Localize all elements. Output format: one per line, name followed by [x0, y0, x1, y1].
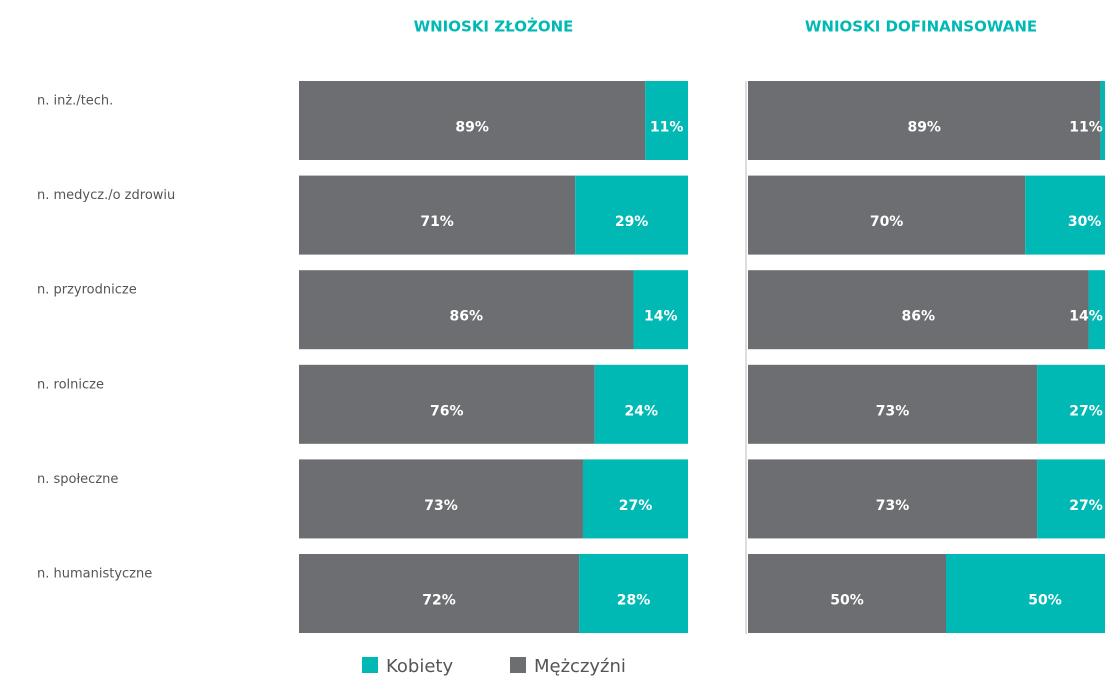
bar-segment	[594, 364, 688, 444]
bar-segment	[1025, 175, 1105, 255]
value-label: 73%	[876, 403, 910, 419]
legend-label: Mężczyźni	[534, 656, 626, 677]
value-label: 70%	[870, 214, 904, 230]
value-label: 11%	[650, 120, 684, 136]
bar-segment	[299, 270, 634, 350]
value-label: 89%	[907, 120, 941, 136]
bar-segment	[299, 459, 583, 539]
value-label: 14%	[1069, 309, 1103, 325]
value-label: 27%	[619, 498, 653, 514]
value-label: 50%	[1028, 593, 1062, 609]
value-label: 30%	[1068, 214, 1102, 230]
category-label: n. społeczne	[37, 472, 118, 487]
bar-segment	[299, 175, 576, 255]
bar-segment	[748, 175, 1026, 255]
bar-segment	[1100, 81, 1105, 160]
bar-segment	[748, 459, 1038, 539]
bar-segment	[579, 554, 688, 633]
value-label: 76%	[430, 403, 464, 419]
bar-segment	[748, 270, 1089, 350]
bar-segment	[645, 81, 688, 160]
value-label: 50%	[830, 593, 864, 609]
bar-segment	[946, 554, 1105, 633]
legend-swatch	[510, 657, 526, 673]
bar-segment	[299, 554, 580, 633]
category-label: n. rolnicze	[37, 377, 104, 392]
panel-title: WNIOSKI ZŁOŻONE	[414, 17, 574, 36]
bar-segment	[748, 364, 1038, 444]
value-label: 28%	[617, 593, 651, 609]
panel-title: WNIOSKI DOFINANSOWANE	[805, 18, 1037, 36]
value-label: 11%	[1069, 120, 1103, 136]
value-label: 73%	[424, 498, 458, 514]
category-label: n. przyrodnicze	[37, 283, 137, 298]
value-label: 89%	[455, 120, 489, 136]
bar-segment	[299, 81, 646, 160]
value-label: 71%	[420, 214, 454, 230]
bar-segment	[748, 81, 1101, 160]
legend-swatch	[362, 657, 378, 673]
bar-segment	[575, 175, 688, 255]
value-label: 27%	[1069, 403, 1103, 419]
bar-segment	[1088, 270, 1105, 350]
value-label: 86%	[450, 309, 484, 325]
bar-segment	[299, 364, 595, 444]
bar-segment	[1037, 364, 1105, 444]
value-label: 14%	[644, 309, 678, 325]
value-label: 27%	[1069, 498, 1103, 514]
value-label: 29%	[615, 214, 649, 230]
bar-segment	[748, 554, 946, 633]
value-label: 24%	[625, 403, 659, 419]
bar-segment	[1037, 459, 1105, 539]
category-label: n. medycz./o zdrowiu	[37, 188, 175, 203]
bar-segment	[633, 270, 688, 350]
bar-segment	[582, 459, 688, 539]
category-label: n. humanistyczne	[37, 567, 152, 582]
category-label: n. inż./tech.	[37, 94, 113, 109]
legend-label: Kobiety	[386, 656, 453, 677]
value-label: 72%	[422, 593, 456, 609]
value-label: 86%	[902, 309, 936, 325]
value-label: 73%	[876, 498, 910, 514]
